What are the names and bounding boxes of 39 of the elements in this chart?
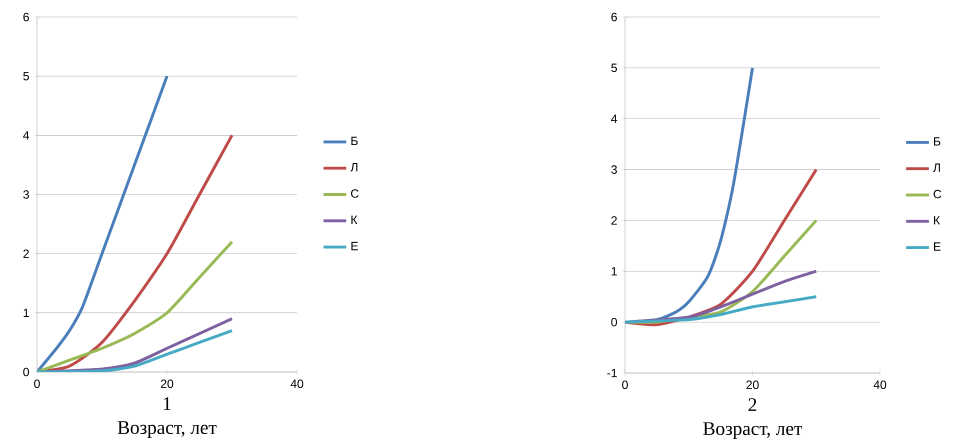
legend-label: Л bbox=[350, 163, 358, 172]
y-tick-label: 1 bbox=[612, 267, 617, 276]
y-tick-label: 5 bbox=[611, 64, 617, 72]
line-series bbox=[625, 295, 818, 324]
y-tick-label: 2 bbox=[611, 216, 617, 225]
y-tick-label: 4 bbox=[611, 114, 618, 123]
x-tick-label: 40 bbox=[290, 380, 304, 388]
x-axis-title: Возраст, лет bbox=[118, 421, 217, 438]
line-series bbox=[37, 329, 234, 372]
y-tick-label: 0 bbox=[611, 318, 617, 326]
y-tick-label: 0 bbox=[23, 368, 29, 376]
y-tick-label: 1 bbox=[24, 308, 29, 317]
y-tick-label: 2 bbox=[23, 249, 29, 258]
y-tick-label: 6 bbox=[611, 12, 617, 22]
text: 1 bbox=[164, 397, 171, 410]
y-tick-label: 3 bbox=[611, 165, 617, 174]
legend-label: К bbox=[934, 216, 940, 224]
legend-label: С bbox=[934, 190, 942, 198]
text: 2 bbox=[748, 398, 756, 411]
x-tick-label: 0 bbox=[622, 380, 628, 390]
legend-label: Е bbox=[934, 242, 941, 251]
x-tick-label: 0 bbox=[34, 380, 40, 388]
legend-label: Б bbox=[351, 136, 358, 146]
legend-label: Е bbox=[351, 242, 358, 250]
legend-label: Л bbox=[933, 164, 940, 172]
x-axis-title: Возраст, лет bbox=[703, 422, 802, 439]
x-tick-label: 20 bbox=[746, 380, 759, 390]
y-tick-label: 5 bbox=[23, 72, 29, 80]
x-tick-label: 40 bbox=[874, 380, 886, 390]
legend-label: С bbox=[351, 189, 359, 198]
line-series bbox=[37, 74, 168, 372]
legend-label: Б bbox=[934, 137, 940, 146]
legend-label: К bbox=[351, 216, 358, 224]
line-series bbox=[37, 240, 234, 372]
y-tick-label: -1 bbox=[607, 368, 617, 378]
y-tick-label: 6 bbox=[23, 12, 29, 22]
y-tick-label: 4 bbox=[23, 131, 30, 140]
x-tick-label: 20 bbox=[160, 380, 174, 388]
y-tick-label: 3 bbox=[23, 190, 29, 199]
